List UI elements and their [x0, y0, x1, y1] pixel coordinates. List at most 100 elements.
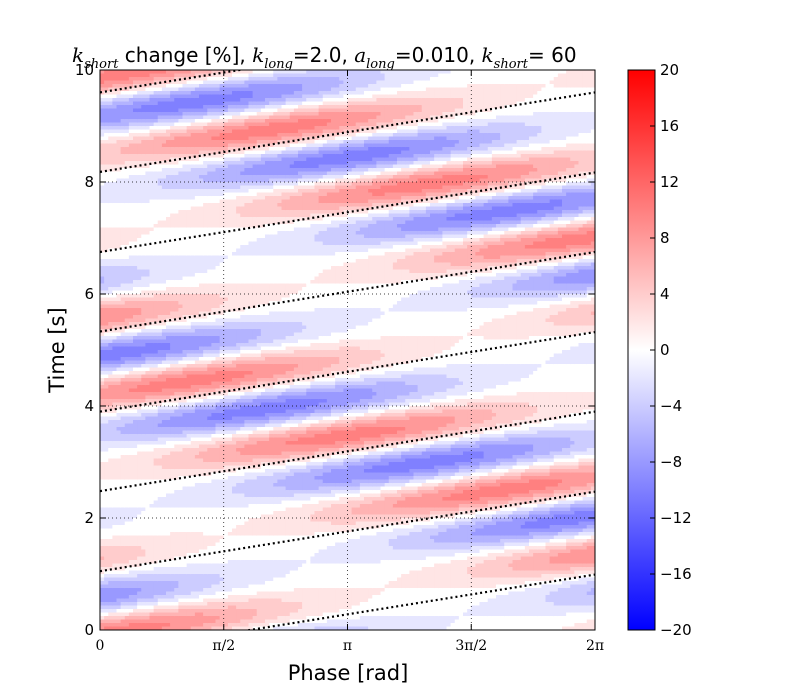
heatmap-cell [128, 430, 134, 435]
heatmap-cell [194, 441, 200, 446]
heatmap-cell [124, 444, 130, 449]
heatmap-cell [157, 77, 163, 82]
heatmap-cell [108, 140, 113, 145]
heatmap-cell [207, 486, 212, 491]
heatmap-cell [219, 598, 225, 603]
heatmap-cell [215, 444, 221, 449]
heatmap-cell [199, 262, 204, 267]
heatmap-cell [194, 220, 200, 225]
heatmap-cell [149, 532, 155, 537]
heatmap-cell [120, 126, 126, 131]
heatmap-cell [223, 514, 229, 519]
heatmap-cell [194, 318, 200, 323]
heatmap-cell [194, 451, 200, 456]
heatmap-cell [199, 388, 204, 393]
heatmap-cell [203, 276, 208, 281]
heatmap-cell [145, 598, 151, 603]
heatmap-cell [112, 441, 118, 446]
heatmap-cell [207, 493, 212, 498]
heatmap-cell [190, 360, 196, 365]
heatmap-cell [219, 518, 225, 523]
heatmap-cell [166, 126, 171, 131]
heatmap-cell [116, 318, 122, 323]
heatmap-cell [116, 500, 122, 505]
heatmap-cell [116, 581, 122, 586]
heatmap-cell [100, 315, 105, 320]
heatmap-cell [170, 133, 175, 138]
heatmap-cell [108, 497, 113, 502]
heatmap-cell [215, 196, 221, 201]
heatmap-cell [207, 378, 212, 383]
heatmap-cell [100, 374, 105, 379]
heatmap-cell [141, 84, 146, 89]
heatmap-cell [108, 413, 113, 418]
heatmap-cell [145, 168, 151, 173]
heatmap-cell [145, 378, 151, 383]
heatmap-cell [203, 549, 208, 554]
heatmap-cell [145, 357, 151, 362]
heatmap-cell [190, 259, 196, 264]
heatmap-cell [149, 192, 155, 197]
heatmap-cell [199, 129, 204, 134]
heatmap-cell [166, 462, 171, 467]
heatmap-cell [215, 367, 221, 372]
heatmap-cell [186, 210, 192, 215]
heatmap-cell [112, 196, 118, 201]
heatmap-cell [133, 535, 138, 540]
heatmap-cell [194, 385, 200, 390]
heatmap-cell [149, 623, 155, 628]
heatmap-cell [153, 416, 159, 421]
heatmap-cell [223, 619, 229, 624]
heatmap-cell [219, 297, 225, 302]
heatmap-cell [166, 563, 171, 568]
heatmap-cell [219, 560, 225, 565]
heatmap-cell [149, 210, 155, 215]
heatmap-cell [133, 584, 138, 589]
heatmap-cell [153, 591, 159, 596]
heatmap-cell [116, 161, 122, 166]
heatmap-cell [157, 143, 163, 148]
heatmap-cell [223, 392, 229, 397]
heatmap-cell [174, 423, 179, 428]
heatmap-cell [104, 269, 109, 274]
heatmap-cell [215, 101, 221, 106]
heatmap-cell [108, 609, 113, 614]
heatmap-cell [170, 367, 175, 372]
heatmap-cell [116, 448, 122, 453]
heatmap-cell [124, 528, 130, 533]
heatmap-cell [219, 91, 225, 96]
heatmap-cell [120, 472, 126, 477]
heatmap-cell [137, 77, 142, 82]
heatmap-cell [174, 367, 179, 372]
heatmap-cell [120, 269, 126, 274]
heatmap-cell [194, 591, 200, 596]
heatmap-cell [116, 395, 122, 400]
heatmap-cell [194, 549, 200, 554]
heatmap-cell [161, 322, 167, 327]
heatmap-cell [166, 465, 171, 470]
heatmap-cell [100, 378, 105, 383]
heatmap-cell [182, 252, 188, 257]
heatmap-cell [128, 91, 134, 96]
heatmap-cell [166, 94, 171, 99]
heatmap-cell [145, 210, 151, 215]
heatmap-cell [219, 168, 225, 173]
heatmap-cell [227, 129, 233, 134]
heatmap-cell [149, 206, 155, 211]
heatmap-cell [219, 164, 225, 169]
heatmap-cell [128, 213, 134, 218]
heatmap-cell [124, 269, 130, 274]
heatmap-cell [128, 357, 134, 362]
heatmap-cell [219, 616, 225, 621]
heatmap-cell [149, 252, 155, 257]
heatmap-cell [182, 336, 188, 341]
heatmap-cell [223, 287, 229, 292]
heatmap-cell [223, 147, 229, 152]
heatmap-cell [207, 136, 212, 141]
heatmap-cell [190, 609, 196, 614]
heatmap-cell [137, 472, 142, 477]
heatmap-cell [219, 385, 225, 390]
heatmap-cell [186, 465, 192, 470]
heatmap-cell [182, 210, 188, 215]
heatmap-cell [174, 486, 179, 491]
